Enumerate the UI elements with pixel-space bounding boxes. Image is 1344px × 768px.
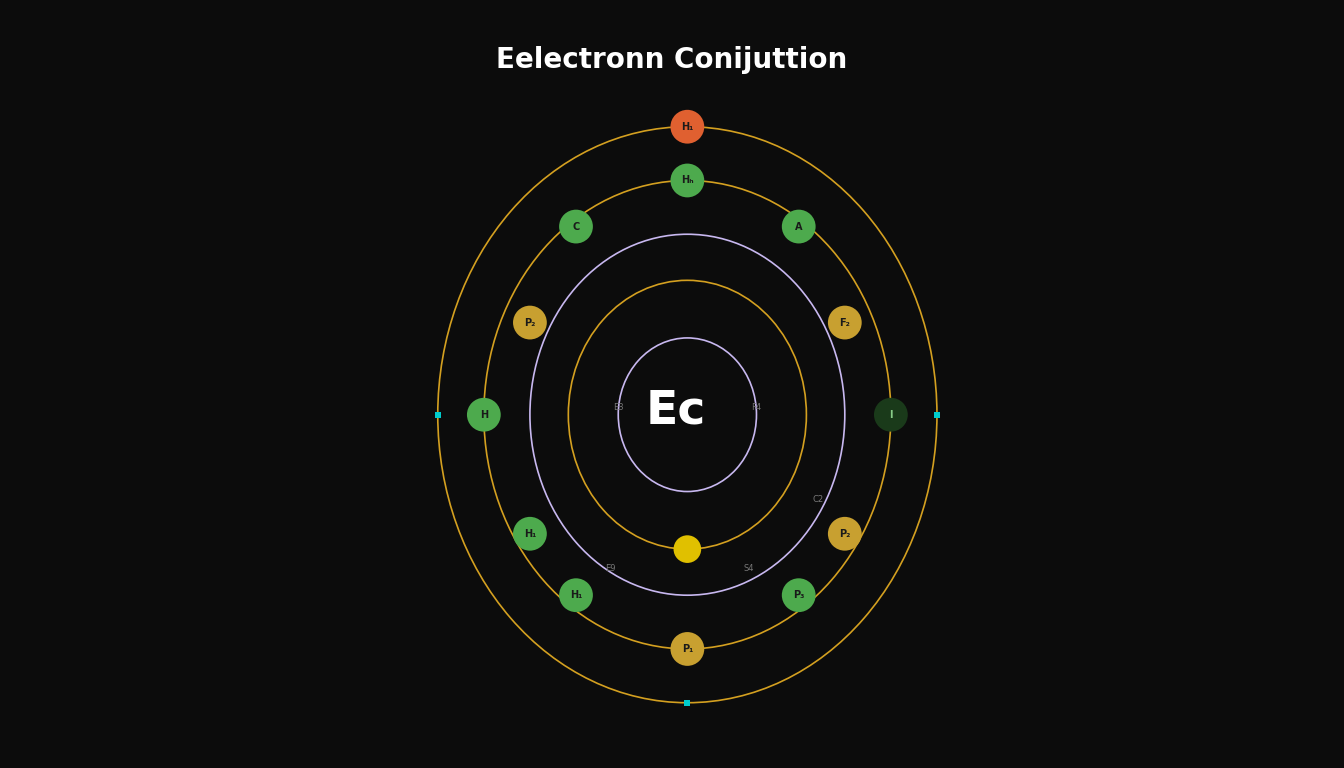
Circle shape <box>513 306 547 339</box>
Circle shape <box>828 306 862 339</box>
Text: E9: E9 <box>605 564 616 573</box>
Text: F₂: F₂ <box>840 317 851 328</box>
Circle shape <box>559 210 593 243</box>
Text: E3: E3 <box>613 402 624 412</box>
Text: P₁: P₁ <box>681 644 694 654</box>
Circle shape <box>559 578 593 612</box>
Text: P₂: P₂ <box>839 528 851 539</box>
Text: Ec: Ec <box>645 389 706 433</box>
Circle shape <box>782 210 816 243</box>
Text: F4: F4 <box>751 402 762 412</box>
Circle shape <box>874 398 907 432</box>
Text: S4: S4 <box>743 564 754 573</box>
Text: P₃: P₃ <box>793 590 805 601</box>
Circle shape <box>671 110 704 144</box>
Circle shape <box>466 398 501 432</box>
Circle shape <box>828 517 862 551</box>
Circle shape <box>782 578 816 612</box>
Text: C: C <box>573 221 579 232</box>
Circle shape <box>513 517 547 551</box>
Text: H₁: H₁ <box>524 528 536 539</box>
Text: H: H <box>480 409 488 420</box>
Text: H₁: H₁ <box>570 590 582 601</box>
Circle shape <box>673 535 702 563</box>
Circle shape <box>671 632 704 666</box>
Text: C2: C2 <box>812 495 824 504</box>
Text: Eelectronn Conijuttion: Eelectronn Conijuttion <box>496 46 848 74</box>
Text: I: I <box>890 409 892 420</box>
Text: P₂: P₂ <box>524 317 536 328</box>
Text: H₁: H₁ <box>681 121 694 132</box>
Text: Hₕ: Hₕ <box>681 175 694 186</box>
Circle shape <box>671 164 704 197</box>
Text: A: A <box>794 221 802 232</box>
